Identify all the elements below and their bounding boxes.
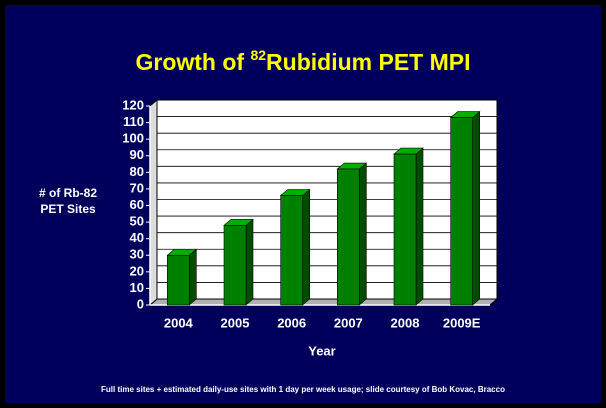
plot-floor [148, 298, 499, 306]
y-tick-label: 80 [130, 164, 144, 179]
bar-side [302, 188, 310, 306]
y-tick-label: 0 [137, 296, 144, 311]
y-tick-label: 40 [130, 230, 144, 245]
x-tick-label: 2007 [334, 315, 363, 330]
bar [223, 225, 247, 306]
plot-side-wall [149, 98, 158, 307]
x-tick-label: 2008 [391, 315, 420, 330]
bar-side [472, 110, 480, 306]
y-tick-label: 60 [130, 197, 144, 212]
y-axis-label: # of Rb-82 [39, 186, 97, 200]
x-axis-label: Year [308, 343, 335, 358]
y-tick-label: 30 [130, 247, 144, 262]
bar-side [415, 147, 424, 306]
bar [450, 117, 473, 306]
bar [167, 254, 190, 306]
title-superscript: 82 [250, 47, 266, 63]
bar [393, 153, 417, 306]
y-tick-label: 10 [130, 280, 144, 295]
y-tick-label: 110 [123, 114, 144, 129]
title-part: Growth of [135, 49, 250, 75]
y-tick-label: 50 [130, 214, 144, 229]
title-part: Rubidium PET MPI [266, 49, 470, 75]
x-tick-label: 2005 [221, 315, 250, 330]
y-tick-label: 100 [122, 131, 144, 146]
x-tick-label: 2006 [277, 315, 306, 330]
y-tick-label: 120 [122, 97, 144, 112]
y-tick-label: 20 [130, 263, 144, 278]
footnote: Full time sites + estimated daily-use si… [101, 385, 505, 394]
bar-side [359, 162, 367, 306]
bar [337, 168, 360, 306]
x-tick-label: 2009E [443, 315, 481, 330]
bar-side [245, 218, 254, 306]
bar [280, 195, 303, 306]
y-tick-label: 70 [130, 180, 144, 195]
chart-title: Growth of 82Rubidium PET MPI [135, 47, 470, 75]
y-tick-label: 90 [130, 147, 144, 162]
y-axis-label: PET Sites [40, 202, 96, 216]
x-tick-label: 2004 [164, 315, 194, 330]
bar-side [189, 248, 197, 306]
